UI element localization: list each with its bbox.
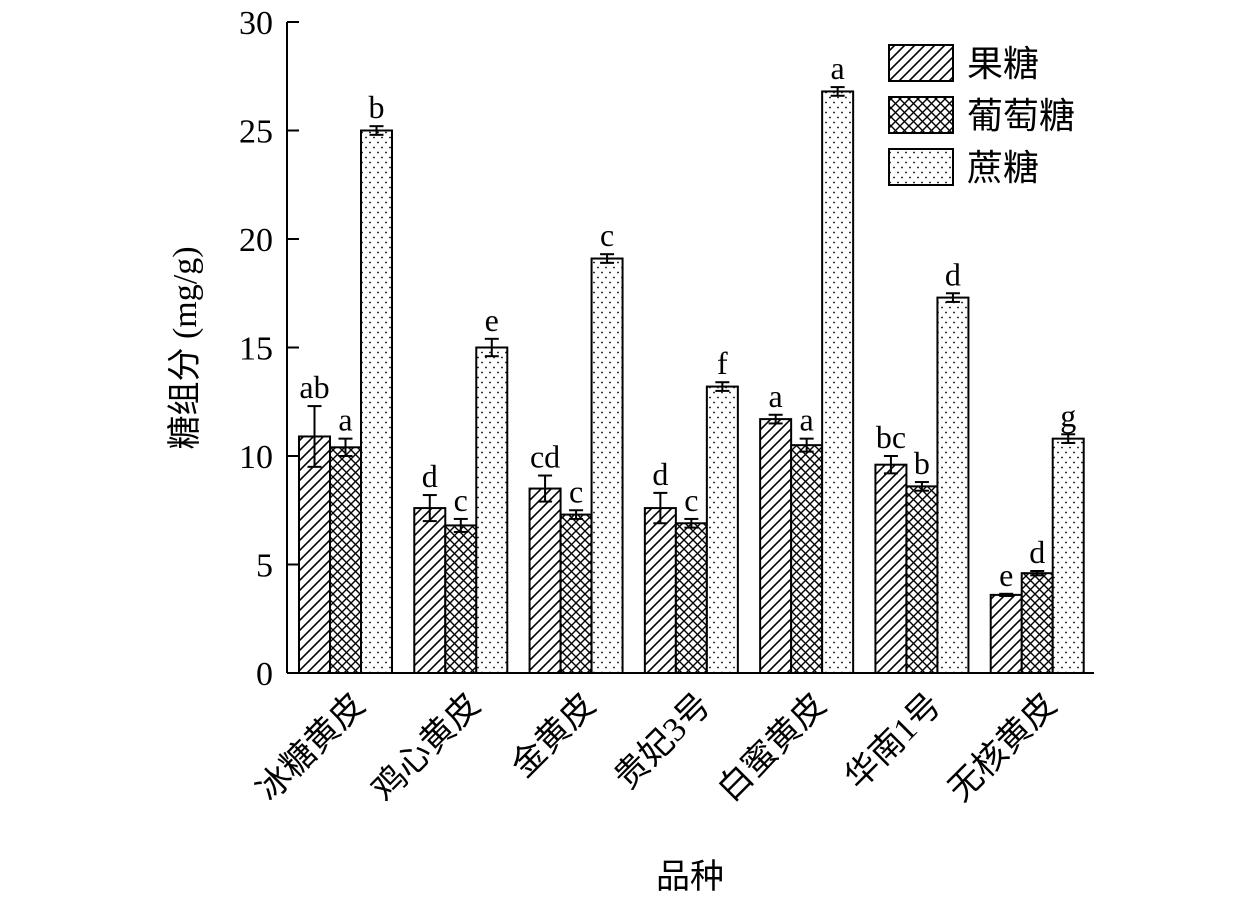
significance-label: f <box>717 345 728 381</box>
y-tick-label: 5 <box>256 548 273 585</box>
bar <box>674 522 708 675</box>
bar <box>790 444 824 674</box>
y-tick-label: 15 <box>239 331 273 368</box>
significance-label: ab <box>299 369 329 405</box>
significance-label: d <box>652 456 668 492</box>
significance-label: e <box>485 302 499 338</box>
x-axis-title: 品种 <box>656 859 724 896</box>
bar <box>444 524 478 674</box>
significance-label: a <box>338 402 352 438</box>
bar <box>905 485 939 674</box>
x-tick-label: 贵妃3号 <box>607 686 718 797</box>
bar <box>1020 572 1054 674</box>
significance-label: d <box>945 256 961 292</box>
legend-swatch <box>888 148 954 186</box>
bar <box>528 487 562 674</box>
significance-label: d <box>1029 534 1045 570</box>
bar <box>413 507 447 674</box>
x-tick-label: 金黄皮 <box>504 686 603 785</box>
legend-swatch <box>888 44 954 82</box>
bar <box>559 513 593 675</box>
bar <box>298 435 331 674</box>
x-tick-label: 鸡心黄皮 <box>365 686 488 809</box>
significance-label: a <box>831 50 845 86</box>
y-tick-label: 20 <box>239 222 273 259</box>
significance-label: b <box>369 89 385 125</box>
y-tick-label: 10 <box>239 439 273 476</box>
y-axis: 0 5 10 15 20 25 30 <box>239 5 299 693</box>
bar <box>989 593 1023 675</box>
bar <box>936 296 970 674</box>
significance-label: c <box>600 217 614 253</box>
y-tick-label: 25 <box>239 114 273 151</box>
significance-label: b <box>914 445 930 481</box>
x-tick-label: 冰糖黄皮 <box>249 686 372 809</box>
significance-label: c <box>454 482 468 518</box>
legend-swatch <box>888 96 954 134</box>
y-tick-label: 0 <box>256 656 273 693</box>
x-tick-label: 白蜜黄皮 <box>710 686 833 809</box>
significance-label: bc <box>876 419 906 455</box>
legend-label: 葡萄糖 <box>967 96 1075 136</box>
legend-label: 果糖 <box>967 44 1039 84</box>
significance-label: c <box>684 482 698 518</box>
legend-label: 蔗糖 <box>967 148 1039 188</box>
y-tick-label: 30 <box>239 5 273 42</box>
y-axis-title: 糖组分 (mg/g) <box>166 246 204 449</box>
bar <box>759 418 793 674</box>
x-tick-label: 无核黄皮 <box>941 686 1064 809</box>
bar <box>1051 437 1085 675</box>
significance-label: e <box>999 557 1013 593</box>
x-tick-label: 华南1号 <box>838 686 949 797</box>
significance-label: d <box>422 458 438 494</box>
bar <box>475 346 509 674</box>
significance-label: g <box>1060 397 1076 433</box>
bar <box>821 90 855 674</box>
bar <box>705 385 739 674</box>
significance-label: c <box>569 473 583 509</box>
significance-label: a <box>769 378 783 414</box>
significance-label: a <box>800 402 814 438</box>
bar <box>360 129 393 674</box>
significance-label: cd <box>530 439 560 475</box>
bar <box>590 257 624 674</box>
bar <box>874 463 908 674</box>
bar <box>329 446 362 674</box>
bar <box>643 507 677 674</box>
